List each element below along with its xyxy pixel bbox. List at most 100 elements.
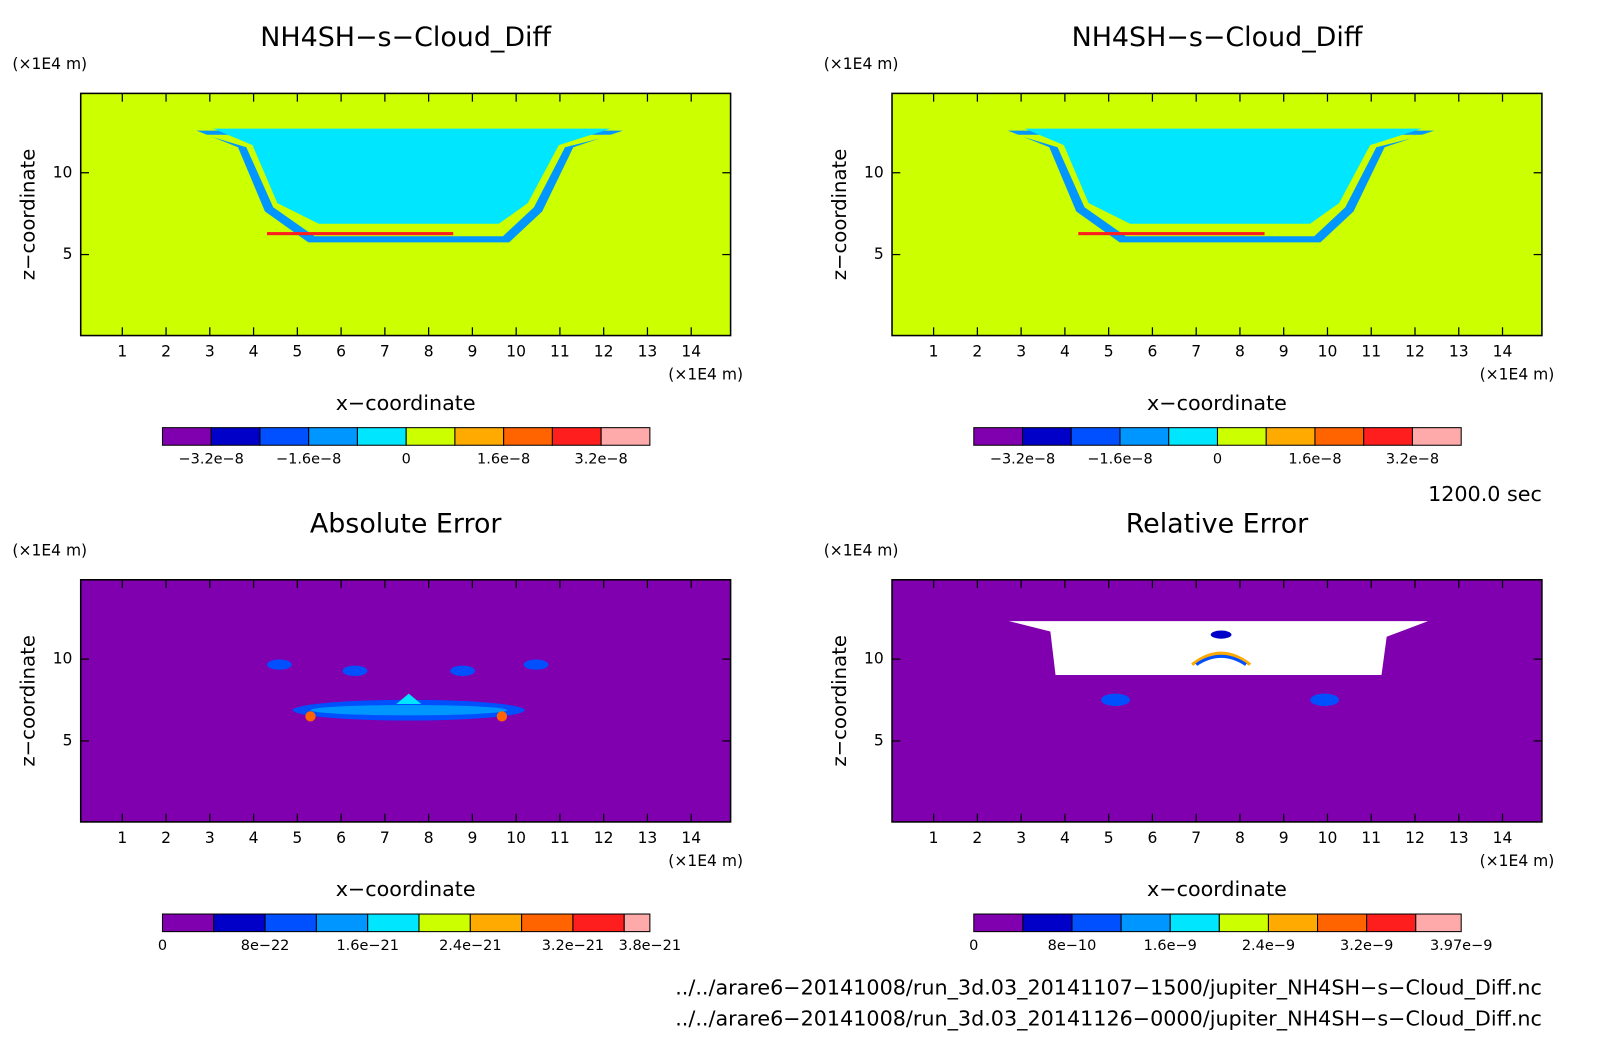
x-tick-label: 2: [161, 343, 171, 361]
colorbar-label: 8e−10: [1048, 938, 1097, 954]
colorbar-segment: [454, 427, 505, 446]
colorbar-segment: [973, 427, 1024, 446]
x-tick-label: 11: [1361, 343, 1381, 361]
x-tick-label: 10: [1318, 829, 1338, 847]
colorbar-segment: [572, 913, 625, 933]
colorbar-segment: [405, 427, 456, 446]
colorbar-segment: [315, 913, 369, 933]
colorbar-segment: [356, 427, 407, 446]
x-tick-label: 6: [336, 343, 346, 361]
plot-frame: [79, 92, 732, 337]
colorbar-label: 3.2e−8: [1386, 452, 1439, 468]
colorbar-label: 2.4e−21: [439, 938, 501, 954]
colorbar-segment: [308, 427, 358, 446]
x-axis-label: x−coordinate: [336, 877, 476, 901]
x-tick-label: 3: [1016, 829, 1026, 847]
y-tick-label: 5: [63, 245, 73, 263]
file-path: ../../arare6−20141008/run_3d.03_20141107…: [675, 976, 1542, 1001]
contour-field: [80, 579, 731, 822]
y-axis-label: z−coordinate: [828, 635, 851, 767]
x-tick-label: 3: [1016, 343, 1026, 361]
x-tick-label: 6: [1147, 343, 1157, 361]
colorbar-segment: [503, 427, 553, 446]
x-tick-label: 14: [1493, 343, 1513, 361]
contour-field: [80, 93, 731, 336]
y-tick-label: 10: [864, 650, 884, 668]
plot-frame: [891, 92, 1543, 337]
x-tick-label: 9: [467, 829, 477, 847]
colorbar-segment: [418, 913, 471, 933]
x-tick-label: 2: [161, 829, 171, 847]
x-unit: (×1E4 m): [668, 365, 743, 383]
colorbar-label: −1.6e−8: [276, 452, 341, 468]
colorbar-segment: [1119, 427, 1170, 446]
colorbar-segment: [259, 427, 310, 446]
colorbar-segment: [1314, 427, 1365, 446]
x-tick-label: 9: [1279, 343, 1289, 361]
y-tick-label: 5: [874, 245, 884, 263]
colorbar-segment: [469, 913, 523, 933]
colorbar-label: 3.8e−21: [619, 938, 681, 954]
y-tick-label: 5: [874, 731, 884, 749]
x-tick-label: 5: [292, 343, 302, 361]
x-tick-label: 12: [594, 829, 614, 847]
chart-title: Absolute Error: [310, 508, 503, 539]
x-tick-label: 6: [336, 829, 346, 847]
colorbar-segment: [1363, 427, 1413, 446]
colorbar-segment: [1317, 913, 1368, 933]
x-tick-label: 13: [638, 343, 658, 361]
colorbar-segment: [1070, 427, 1121, 446]
colorbar-label: 0: [1213, 452, 1222, 468]
y-unit: (×1E4 m): [12, 541, 87, 559]
x-tick-label: 12: [1405, 343, 1425, 361]
colorbar-segment: [1411, 427, 1462, 446]
colorbar-label: 1.6e−21: [336, 938, 398, 954]
x-axis-label: x−coordinate: [1147, 877, 1287, 901]
colorbar-label: −3.2e−8: [179, 452, 244, 468]
colorbar-segment: [623, 913, 651, 933]
colorbar-label: 3.2e−8: [575, 452, 628, 468]
x-tick-label: 11: [550, 829, 570, 847]
x-tick-label: 4: [249, 829, 259, 847]
colorbar-label: 3.97e−9: [1430, 938, 1492, 954]
colorbar-label: 0: [969, 938, 978, 954]
x-tick-label: 3: [205, 829, 215, 847]
x-tick-label: 4: [249, 343, 259, 361]
x-tick-label: 9: [1279, 829, 1289, 847]
x-axis-label: x−coordinate: [1147, 391, 1287, 415]
colorbar-segment: [1267, 913, 1319, 933]
x-tick-label: 13: [1449, 829, 1469, 847]
x-tick-label: 14: [1493, 829, 1513, 847]
x-tick-label: 8: [1235, 829, 1245, 847]
time-label: 1200.0 sec: [1428, 482, 1542, 506]
colorbar-segment: [1366, 913, 1417, 933]
colorbar-segment: [367, 913, 420, 933]
x-tick-label: 8: [424, 829, 434, 847]
x-tick-label: 1: [117, 343, 127, 361]
y-axis-label: z−coordinate: [16, 149, 39, 281]
colorbar-label: 1.6e−8: [477, 452, 530, 468]
plot-frame: [891, 579, 1543, 823]
y-unit: (×1E4 m): [12, 55, 87, 73]
colorbar-label: 1.6e−8: [1288, 452, 1341, 468]
contour-field: [892, 93, 1542, 336]
y-tick-label: 10: [53, 650, 73, 668]
colorbar-segment: [1216, 427, 1267, 446]
x-tick-label: 4: [1060, 343, 1070, 361]
colorbar-label: 8e−22: [241, 938, 290, 954]
y-unit: (×1E4 m): [824, 541, 899, 559]
colorbar-segment: [1168, 427, 1219, 446]
colorbar-segment: [161, 427, 212, 446]
y-tick-label: 10: [864, 163, 884, 181]
x-tick-label: 1: [117, 829, 127, 847]
x-tick-label: 10: [506, 829, 526, 847]
x-tick-label: 5: [1104, 343, 1114, 361]
colorbar-segment: [1022, 427, 1072, 446]
colorbar-segment: [213, 913, 266, 933]
colorbar-segment: [1169, 913, 1220, 933]
colorbar-segment: [521, 913, 574, 933]
x-tick-label: 13: [1449, 343, 1469, 361]
colorbar-label: 0: [402, 452, 411, 468]
colorbar-label: −1.6e−8: [1087, 452, 1152, 468]
